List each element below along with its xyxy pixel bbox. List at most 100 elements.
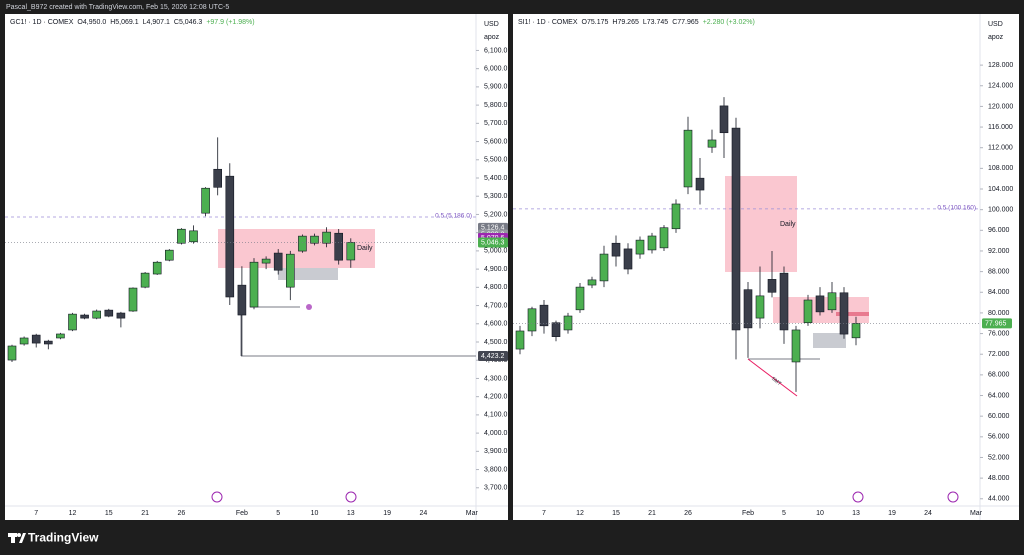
candle-body: [80, 314, 89, 319]
y-tick-label: 92.000: [988, 248, 1010, 255]
symbol: SI1! · 1D · COMEX: [518, 19, 578, 26]
legend: GC1! · 1D · COMEX O4,950.0 H5,069.1 L4,907.…: [10, 19, 255, 26]
candle-body: [261, 258, 271, 264]
y-tick-label: 5,400.0: [484, 175, 507, 182]
header-text: Pascal_B972 created with TradingView.com…: [6, 4, 229, 11]
candle-body: [779, 272, 789, 331]
legend-value: 75.175: [587, 19, 609, 26]
candle-body: [575, 286, 585, 311]
candle-body: [683, 129, 693, 188]
y-tick-label: 5,900.0: [484, 84, 507, 91]
fib-label: 0.5 (100.160): [937, 205, 976, 212]
annotation: Daily: [357, 245, 373, 252]
legend-prefix: L: [643, 19, 647, 26]
x-tick-label: 24: [924, 510, 932, 517]
candle-body: [515, 330, 525, 350]
y-tick-label: 4,300.0: [484, 375, 507, 382]
y-tick-label: 80.000: [988, 310, 1010, 317]
x-tick-label: 24: [420, 510, 428, 517]
legend-prefix: L: [143, 19, 147, 26]
price-badge-label: 4,423.2: [481, 353, 504, 360]
candle-body: [731, 127, 741, 331]
event-icon[interactable]: [211, 491, 223, 503]
y-tick-label: 112.000: [988, 145, 1013, 152]
legend: SI1! · 1D · COMEX O75.175 H79.265 L73.745 C7…: [518, 19, 755, 26]
annotation: Daily: [780, 221, 796, 228]
y-tick-label: 68.000: [988, 372, 1010, 379]
y-tick-label: 120.000: [988, 103, 1013, 110]
candle-body: [659, 227, 669, 249]
y-tick-label: 4,600.0: [484, 321, 507, 328]
candle-body: [201, 187, 210, 214]
candle-body: [551, 322, 561, 337]
fib-label: 0.5 (5,186.0): [435, 213, 472, 220]
legend-value: 4,907.1: [147, 19, 170, 26]
y-tick-label: 3,800.0: [484, 466, 507, 473]
candle-body: [92, 310, 101, 319]
y-tick-label: 5,800.0: [484, 102, 507, 109]
y-tick-label: 48.000: [988, 475, 1010, 482]
event-icon[interactable]: [345, 491, 357, 503]
candle-body: [539, 304, 549, 327]
y-tick-label: 4,900.0: [484, 266, 507, 273]
candle-body: [285, 253, 295, 288]
x-tick-label: 10: [311, 510, 319, 517]
candle-body: [249, 261, 259, 308]
candle-body: [213, 168, 222, 188]
y-tick-label: 5,000.0: [484, 248, 507, 255]
candle-body: [310, 235, 319, 244]
y-tick-label: 6,100.0: [484, 47, 507, 54]
y-tick-label: 5,300.0: [484, 193, 507, 200]
x-tick-label: 15: [105, 510, 113, 517]
y-tick-label: 4,200.0: [484, 394, 507, 401]
candle-body: [68, 313, 77, 331]
candle-body: [237, 284, 247, 316]
footer-brand: TradingView: [28, 531, 99, 545]
legend-prefix: O: [77, 19, 83, 26]
logo-mark: [17, 533, 21, 537]
event-icon[interactable]: [852, 491, 864, 503]
legend-value: 5,069.1: [115, 19, 138, 26]
y-tick-label: 3,900.0: [484, 448, 507, 455]
x-tick-label: Mar: [466, 510, 479, 517]
price-badge-label: 5,126.4: [481, 225, 504, 232]
legend-prefix: O: [582, 19, 588, 26]
y-tick-label: 5,600.0: [484, 138, 507, 145]
candle-body: [767, 279, 777, 293]
candle-body: [165, 249, 174, 261]
axis-note: apoz: [484, 34, 500, 41]
candle-body: [719, 105, 729, 134]
candle-body: [635, 239, 645, 255]
legend-prefix: C: [672, 19, 677, 26]
y-tick-label: 60.000: [988, 413, 1010, 420]
y-tick-label: 6,000.0: [484, 66, 507, 73]
y-tick-label: 44.000: [988, 496, 1010, 503]
candle-body: [755, 295, 765, 319]
y-tick-label: 108.000: [988, 165, 1013, 172]
x-tick-label: 26: [684, 510, 692, 517]
candle-body: [19, 337, 29, 345]
y-tick-label: 88.000: [988, 268, 1010, 275]
y-tick-label: 116.000: [988, 124, 1013, 131]
y-tick-label: 76.000: [988, 330, 1010, 337]
legend-value: 77.965: [677, 19, 699, 26]
x-tick-label: 12: [576, 510, 584, 517]
y-tick-label: 4,100.0: [484, 412, 507, 419]
candle-body: [56, 333, 65, 339]
candle-body: [273, 252, 283, 271]
candle-body: [346, 242, 356, 261]
y-tick-label: 56.000: [988, 434, 1010, 441]
y-tick-label: 52.000: [988, 454, 1010, 461]
x-tick-label: 19: [383, 510, 391, 517]
currency: USD: [484, 21, 499, 28]
price-badge: [982, 318, 1012, 329]
x-tick-label: 7: [542, 510, 546, 517]
event-icon[interactable]: [947, 491, 959, 503]
annotation: SMT: [770, 376, 782, 387]
price-badge-label: 77.965: [985, 320, 1007, 327]
x-tick-label: 21: [141, 510, 149, 517]
smt-line: [747, 358, 798, 397]
candle-body: [827, 292, 837, 311]
